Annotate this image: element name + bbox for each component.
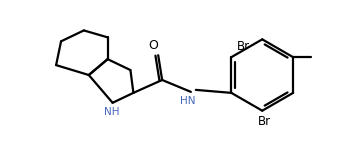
Text: NH: NH	[104, 107, 119, 117]
Text: Br: Br	[237, 40, 250, 53]
Text: HN: HN	[180, 96, 196, 106]
Text: O: O	[148, 39, 158, 52]
Text: Br: Br	[258, 115, 271, 128]
